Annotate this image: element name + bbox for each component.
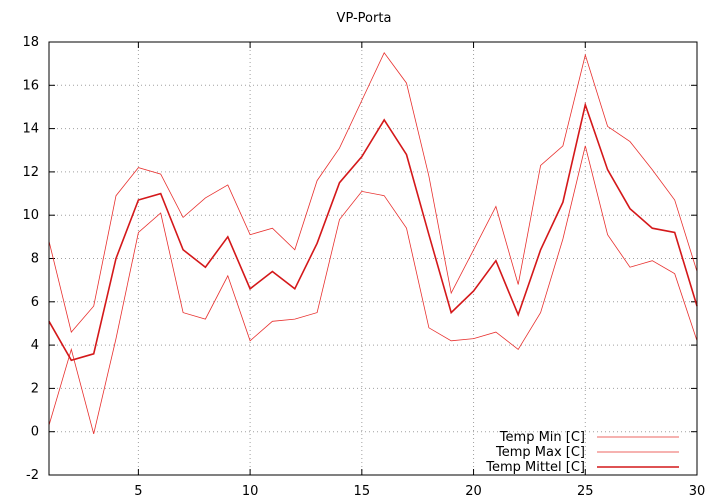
y-tick-label: 10 — [22, 208, 39, 223]
legend-label: Temp Min [C] — [499, 430, 585, 445]
y-tick-label: 8 — [31, 252, 39, 267]
plot-frame — [48, 41, 698, 476]
y-tick-label: 4 — [31, 338, 39, 353]
chart-title: VP-Porta — [337, 11, 392, 26]
y-tick-label: 6 — [31, 295, 39, 310]
grid-layer — [49, 42, 697, 475]
y-tick-label: 18 — [22, 35, 39, 50]
series-layer — [48, 52, 698, 435]
x-tick-label: 25 — [577, 484, 594, 499]
tick-layer: -2 0 2 4 6 8 10 12 14 16 18 5 10 15 20 25 30 — [22, 35, 705, 499]
series-line-2 — [48, 101, 698, 362]
legend-label: Temp Max [C] — [495, 445, 585, 460]
series-line-1 — [48, 52, 698, 333]
y-tick-label: 16 — [22, 78, 39, 93]
y-tick-label: -2 — [26, 468, 39, 483]
x-tick-label: 10 — [242, 484, 259, 499]
x-tick-label: 20 — [465, 484, 482, 499]
series-line-0 — [48, 145, 698, 435]
y-tick-label: 0 — [31, 425, 39, 440]
x-tick-label: 5 — [134, 484, 142, 499]
x-tick-label: 15 — [354, 484, 371, 499]
legend-label: Temp Mittel [C] — [485, 460, 585, 475]
y-tick-label: 12 — [22, 165, 39, 180]
y-tick-label: 14 — [22, 122, 39, 137]
legend: Temp Min [C]Temp Max [C]Temp Mittel [C] — [485, 430, 679, 475]
y-tick-label: 2 — [31, 381, 39, 396]
x-tick-label: 30 — [689, 484, 706, 499]
